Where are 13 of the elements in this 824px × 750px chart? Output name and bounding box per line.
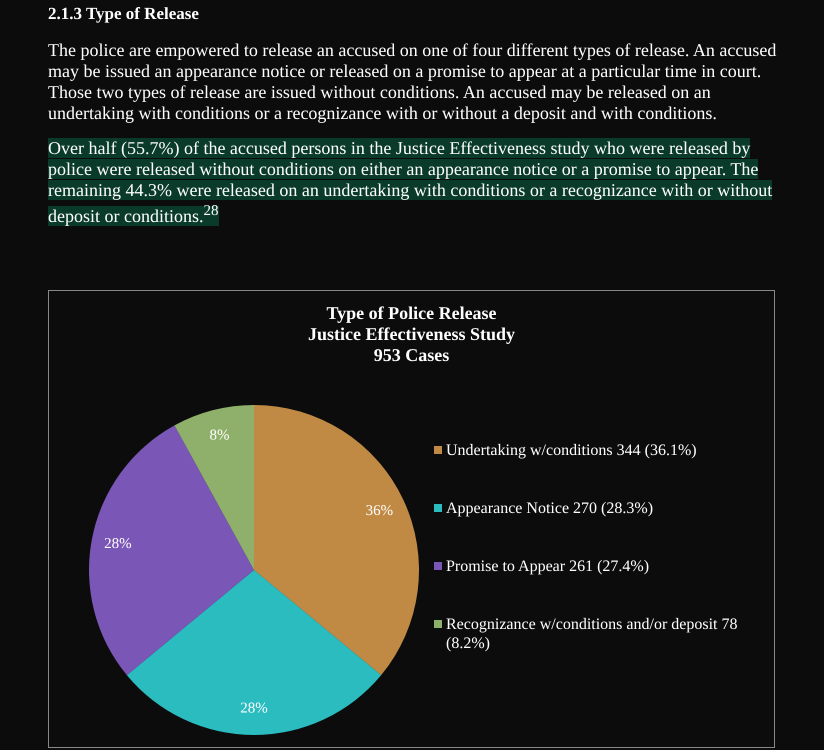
text: 2.1.3 Type of Release — [48, 4, 200, 24]
data-label: 36% — [366, 502, 394, 519]
data-label: 28% — [104, 536, 132, 552]
legend-label: Recognizance w/conditions and/or deposit 78 (8.2%) — [446, 616, 738, 652]
legend-label: Undertaking w/conditions 344 (36.1%) — [446, 442, 697, 459]
text: Over half (55.7%) of the accused persons in the Justice Effectiveness study who were released by police were released without conditions on either an appearance notice or a promise to appear. The remaining 44.3% were released on an undertaking with conditions or a recognizance with or without deposit or conditions.$^{28}$ — [48, 138, 772, 226]
chart-title: Type of Police Release — [326, 303, 497, 323]
text: The police are empowered to release an accused on one of four different types of release. An accused may be issued an appearance notice or released on a promise to appear at a particular time in court. Those two types of release are issued without conditions. An accused may be released on an undertaking with conditions or a recognizance with or without a deposit and with conditions. — [48, 40, 778, 124]
chart-subtitle: Justice Effectiveness Study 953 Cases — [308, 324, 515, 365]
legend-label: Appearance Notice 270 (28.3%) — [446, 500, 654, 517]
data-label: 8% — [210, 428, 230, 444]
legend-label: Promise to Appear 261 (27.4%) — [446, 558, 650, 575]
data-label: 28% — [240, 700, 268, 717]
